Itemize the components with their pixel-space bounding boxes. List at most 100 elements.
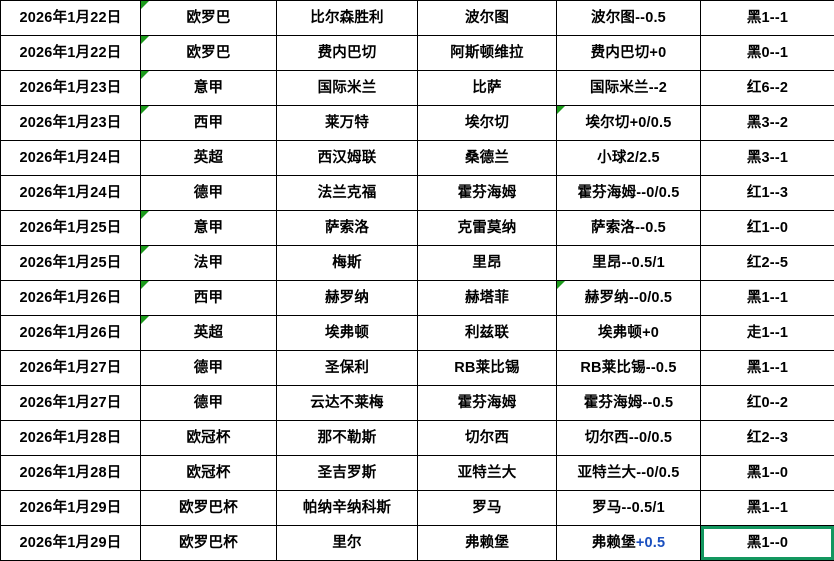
- cell-home-team[interactable]: 费内巴切: [276, 35, 418, 71]
- table-row[interactable]: 2026年1月23日 西甲 莱万特 埃尔切 埃尔切+0/0.5 黑3--2: [0, 105, 834, 141]
- cell-league[interactable]: 英超: [140, 315, 277, 351]
- cell-handicap[interactable]: 国际米兰--2: [556, 70, 701, 106]
- cell-league[interactable]: 意甲: [140, 210, 277, 246]
- cell-date[interactable]: 2026年1月22日: [0, 0, 141, 36]
- cell-handicap[interactable]: 波尔图--0.5: [556, 0, 701, 36]
- cell-result[interactable]: 走1--1: [700, 315, 834, 351]
- cell-away-team[interactable]: 弗赖堡: [417, 525, 557, 561]
- cell-league[interactable]: 西甲: [140, 280, 277, 316]
- cell-home-team[interactable]: 萨索洛: [276, 210, 418, 246]
- cell-date[interactable]: 2026年1月23日: [0, 105, 141, 141]
- cell-league[interactable]: 德甲: [140, 175, 277, 211]
- cell-handicap[interactable]: RB莱比锡--0.5: [556, 350, 701, 386]
- cell-home-team[interactable]: 西汉姆联: [276, 140, 418, 176]
- cell-away-team[interactable]: 波尔图: [417, 0, 557, 36]
- cell-league[interactable]: 欧冠杯: [140, 420, 277, 456]
- cell-handicap[interactable]: 赫罗纳--0/0.5: [556, 280, 701, 316]
- cell-away-team[interactable]: 里昂: [417, 245, 557, 281]
- cell-away-team[interactable]: 阿斯顿维拉: [417, 35, 557, 71]
- cell-result[interactable]: 红1--3: [700, 175, 834, 211]
- cell-date[interactable]: 2026年1月27日: [0, 350, 141, 386]
- cell-handicap[interactable]: 弗赖堡+0.5: [556, 525, 701, 561]
- cell-handicap[interactable]: 罗马--0.5/1: [556, 490, 701, 526]
- cell-away-team[interactable]: 切尔西: [417, 420, 557, 456]
- cell-result[interactable]: 黑1--0: [700, 525, 834, 561]
- cell-away-team[interactable]: RB莱比锡: [417, 350, 557, 386]
- cell-away-team[interactable]: 亚特兰大: [417, 455, 557, 491]
- cell-home-team[interactable]: 国际米兰: [276, 70, 418, 106]
- table-row[interactable]: 2026年1月27日 德甲 圣保利 RB莱比锡 RB莱比锡--0.5 黑1--1: [0, 350, 834, 386]
- table-row[interactable]: 2026年1月25日 法甲 梅斯 里昂 里昂--0.5/1 红2--5: [0, 245, 834, 281]
- cell-league[interactable]: 欧罗巴杯: [140, 525, 277, 561]
- cell-league[interactable]: 欧罗巴杯: [140, 490, 277, 526]
- cell-away-team[interactable]: 埃尔切: [417, 105, 557, 141]
- cell-away-team[interactable]: 克雷莫纳: [417, 210, 557, 246]
- cell-home-team[interactable]: 帕纳辛纳科斯: [276, 490, 418, 526]
- table-row[interactable]: 2026年1月22日 欧罗巴 比尔森胜利 波尔图 波尔图--0.5 黑1--1: [0, 0, 834, 36]
- cell-home-team[interactable]: 梅斯: [276, 245, 418, 281]
- cell-away-team[interactable]: 罗马: [417, 490, 557, 526]
- cell-result[interactable]: 红2--3: [700, 420, 834, 456]
- cell-league[interactable]: 西甲: [140, 105, 277, 141]
- cell-home-team[interactable]: 赫罗纳: [276, 280, 418, 316]
- cell-date[interactable]: 2026年1月25日: [0, 210, 141, 246]
- cell-league[interactable]: 法甲: [140, 245, 277, 281]
- cell-result[interactable]: 黑1--1: [700, 350, 834, 386]
- cell-league[interactable]: 德甲: [140, 350, 277, 386]
- cell-league[interactable]: 德甲: [140, 385, 277, 421]
- cell-handicap[interactable]: 埃尔切+0/0.5: [556, 105, 701, 141]
- cell-date[interactable]: 2026年1月25日: [0, 245, 141, 281]
- cell-date[interactable]: 2026年1月27日: [0, 385, 141, 421]
- cell-handicap[interactable]: 切尔西--0/0.5: [556, 420, 701, 456]
- cell-result[interactable]: 黑1--1: [700, 280, 834, 316]
- cell-away-team[interactable]: 利兹联: [417, 315, 557, 351]
- table-row[interactable]: 2026年1月29日 欧罗巴杯 里尔 弗赖堡 弗赖堡+0.5 黑1--0: [0, 525, 834, 561]
- table-row[interactable]: 2026年1月24日 德甲 法兰克福 霍芬海姆 霍芬海姆--0/0.5 红1--3: [0, 175, 834, 211]
- cell-date[interactable]: 2026年1月28日: [0, 455, 141, 491]
- cell-date[interactable]: 2026年1月29日: [0, 490, 141, 526]
- cell-home-team[interactable]: 云达不莱梅: [276, 385, 418, 421]
- cell-home-team[interactable]: 那不勒斯: [276, 420, 418, 456]
- cell-date[interactable]: 2026年1月28日: [0, 420, 141, 456]
- cell-home-team[interactable]: 比尔森胜利: [276, 0, 418, 36]
- cell-home-team[interactable]: 里尔: [276, 525, 418, 561]
- table-row[interactable]: 2026年1月22日 欧罗巴 费内巴切 阿斯顿维拉 费内巴切+0 黑0--1: [0, 35, 834, 71]
- cell-away-team[interactable]: 桑德兰: [417, 140, 557, 176]
- cell-handicap[interactable]: 萨索洛--0.5: [556, 210, 701, 246]
- cell-home-team[interactable]: 埃弗顿: [276, 315, 418, 351]
- table-row[interactable]: 2026年1月28日 欧冠杯 那不勒斯 切尔西 切尔西--0/0.5 红2--3: [0, 420, 834, 456]
- cell-league[interactable]: 英超: [140, 140, 277, 176]
- cell-home-team[interactable]: 圣吉罗斯: [276, 455, 418, 491]
- table-row[interactable]: 2026年1月24日 英超 西汉姆联 桑德兰 小球2/2.5 黑3--1: [0, 140, 834, 176]
- cell-home-team[interactable]: 圣保利: [276, 350, 418, 386]
- table-row[interactable]: 2026年1月26日 英超 埃弗顿 利兹联 埃弗顿+0 走1--1: [0, 315, 834, 351]
- cell-result[interactable]: 黑3--2: [700, 105, 834, 141]
- cell-result[interactable]: 黑1--0: [700, 455, 834, 491]
- cell-away-team[interactable]: 霍芬海姆: [417, 175, 557, 211]
- cell-away-team[interactable]: 比萨: [417, 70, 557, 106]
- cell-handicap[interactable]: 霍芬海姆--0/0.5: [556, 175, 701, 211]
- cell-home-team[interactable]: 法兰克福: [276, 175, 418, 211]
- cell-away-team[interactable]: 赫塔菲: [417, 280, 557, 316]
- cell-result[interactable]: 红0--2: [700, 385, 834, 421]
- cell-handicap[interactable]: 亚特兰大--0/0.5: [556, 455, 701, 491]
- cell-result[interactable]: 红6--2: [700, 70, 834, 106]
- cell-result[interactable]: 黑3--1: [700, 140, 834, 176]
- cell-handicap[interactable]: 费内巴切+0: [556, 35, 701, 71]
- cell-date[interactable]: 2026年1月26日: [0, 280, 141, 316]
- table-row[interactable]: 2026年1月27日 德甲 云达不莱梅 霍芬海姆 霍芬海姆--0.5 红0--2: [0, 385, 834, 421]
- table-row[interactable]: 2026年1月25日 意甲 萨索洛 克雷莫纳 萨索洛--0.5 红1--0: [0, 210, 834, 246]
- cell-date[interactable]: 2026年1月23日: [0, 70, 141, 106]
- cell-result[interactable]: 红2--5: [700, 245, 834, 281]
- table-row[interactable]: 2026年1月23日 意甲 国际米兰 比萨 国际米兰--2 红6--2: [0, 70, 834, 106]
- cell-date[interactable]: 2026年1月29日: [0, 525, 141, 561]
- cell-result[interactable]: 黑0--1: [700, 35, 834, 71]
- cell-league[interactable]: 欧冠杯: [140, 455, 277, 491]
- cell-league[interactable]: 欧罗巴: [140, 0, 277, 36]
- cell-result[interactable]: 黑1--1: [700, 490, 834, 526]
- cell-away-team[interactable]: 霍芬海姆: [417, 385, 557, 421]
- cell-result[interactable]: 红1--0: [700, 210, 834, 246]
- cell-handicap[interactable]: 埃弗顿+0: [556, 315, 701, 351]
- cell-handicap[interactable]: 小球2/2.5: [556, 140, 701, 176]
